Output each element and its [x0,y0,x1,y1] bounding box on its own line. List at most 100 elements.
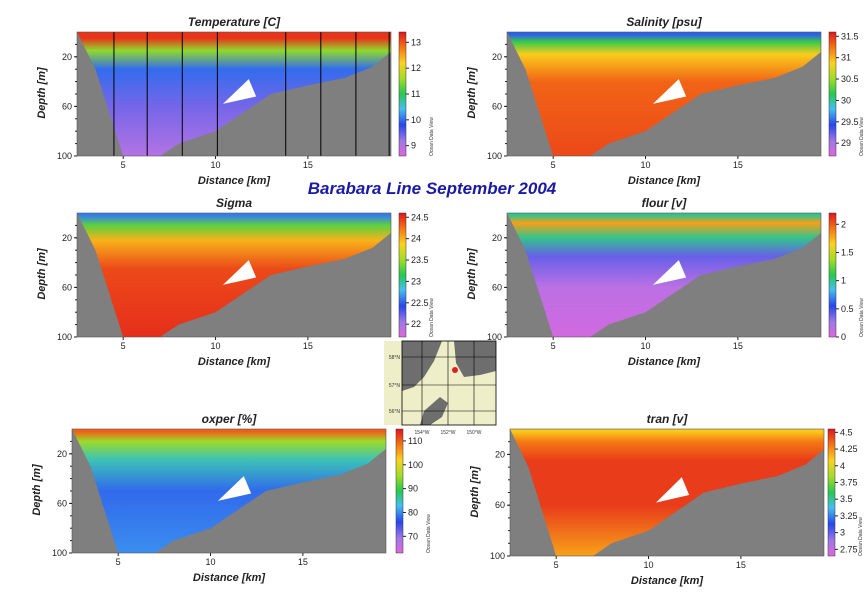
colorbar-tick-label: 90 [408,484,418,494]
colorbar-tick-label: 31 [841,53,851,63]
terrain-shelf-left [72,429,119,553]
y-axis-label: Depth [m] [466,67,478,119]
terrain-shelf-right [590,232,821,337]
terrain-shelf-right [593,449,824,556]
colorbar-ramp [398,212,407,338]
x-tick-label: 10 [211,160,221,170]
colorbar-tick-label: 100 [408,460,423,470]
y-tick-label: 100 [487,332,502,342]
colorbar-tick-label: 22.5 [411,298,429,308]
y-tick-label: 20 [495,449,505,459]
x-tick-label: 10 [644,560,654,570]
data-gap [222,79,257,104]
x-axis-label: Distance [km] [197,356,271,368]
y-tick-label: 100 [52,548,67,558]
colorbar-tick-label: 11 [411,89,420,99]
colorbar-tick-label: 29.5 [841,117,859,127]
colorbar-tick-label: 3.25 [840,511,858,521]
colorbar-tick-label: 80 [408,507,418,517]
terrain-shelf-right [590,51,821,157]
colorbar-tick-label: 29 [841,138,851,148]
y-tick-label: 20 [492,52,502,62]
colorbar-tick-label: 31.5 [841,31,859,41]
colorbar: 4.5 4.25 4 3.75 3.5 3.25 3 2.75 Ocean Data View [827,427,864,557]
x-axis-label: Distance [km] [197,175,271,187]
map-land-east [454,341,496,377]
y-tick-label: 20 [62,52,72,62]
colorbar-tick-label: 0 [841,332,846,342]
terrain-shelf-left [510,429,557,556]
colorbar: 13 12 11 10 9 Ocean Data View [398,31,435,157]
map-frame [401,340,497,426]
x-tick-label: 10 [641,160,651,170]
terrain-shelf-left [77,32,124,156]
colorbar-ramp [395,428,404,554]
chart-title: Temperature [C] [187,15,281,29]
main-title: Barabara Line September 2004 [307,179,557,198]
x-tick-label: 15 [736,560,746,570]
watermark: Ocean Data View [859,117,864,156]
chart-title: oxper [%] [201,412,257,426]
x-axis-label: Distance [km] [627,356,701,368]
map-lon-label: 154°W [414,430,429,436]
x-tick-label: 10 [641,341,651,351]
y-tick-label: 60 [492,101,502,111]
x-tick-label: 10 [206,557,216,567]
y-axis-label: Depth [m] [36,248,48,300]
section-plot: 20 60 100 5 10 15 31.5 31 30.5 30 29.5 29 Ocean Data… [487,31,864,170]
colorbar-tick-label: 0.5 [841,304,854,314]
section-plot: 20 60 100 5 10 15 24.5 24 23.5 23 22.5 22 Ocean Data… [57,212,435,351]
x-tick-label: 15 [298,557,308,567]
inset-map: 58°N 57°N 56°N 154°W 152°W 150°W [384,340,497,436]
x-tick-label: 15 [733,160,743,170]
colorbar-tick-label: 2 [841,219,846,229]
x-tick-label: 5 [551,160,556,170]
chart-title: Sigma [215,196,252,210]
section-plot: 20 60 100 5 10 15 110 100 90 80 70 Ocean Data View [52,428,432,567]
y-tick-label: 100 [487,151,502,161]
x-tick-label: 5 [121,160,126,170]
colorbar-tick-label: 23.5 [411,255,429,265]
y-tick-label: 60 [62,101,72,111]
terrain-shelf-right [155,448,386,553]
colorbar-tick-label: 1.5 [841,247,854,257]
colorbar-tick-label: 23 [411,276,421,286]
terrain-shelf-left [77,213,124,337]
y-tick-label: 20 [62,233,72,243]
chart-title: flour [v] [641,196,687,210]
terrain-shelf-left [507,32,554,156]
x-tick-label: 15 [303,341,313,351]
terrain-shelf-left [507,213,554,337]
chart-title: Salinity [psu] [626,15,702,29]
colorbar-tick-label: 1 [841,276,846,286]
colorbar-tick-label: 12 [411,63,421,73]
colorbar-ramp [828,31,837,157]
map-lon-label: 150°W [466,430,481,436]
colorbar-tick-label: 110 [408,436,422,446]
colorbar-tick-label: 4.5 [840,427,853,437]
section-plot: 20 60 100 5 10 15 13 12 11 10 9 Ocean Data View [57,31,435,170]
y-axis-label: Depth [m] [469,465,481,518]
watermark: Ocean Data View [429,298,435,337]
y-tick-label: 20 [492,233,502,243]
colorbar-tick-label: 3 [840,528,845,538]
chart-title: tran [v] [646,412,688,426]
colorbar-tick-label: 30 [841,95,851,105]
watermark: Ocean Data View [859,298,864,337]
y-axis-label: Depth [m] [31,464,43,516]
x-axis-label: Distance [km] [192,572,266,584]
y-axis-label: Depth [m] [466,248,478,300]
y-axis-label: Depth [m] [36,67,48,119]
watermark: Ocean Data View [858,517,864,556]
y-tick-label: 60 [492,282,502,292]
station-marker [452,367,458,373]
y-tick-label: 60 [62,282,72,292]
data-gap [222,260,257,285]
map-lat-label: 58°N [389,355,401,361]
colorbar-tick-label: 2.75 [840,544,858,554]
colorbar-tick-label: 9 [411,141,416,151]
map-lat-label: 57°N [389,383,401,389]
data-gap [652,260,687,285]
y-tick-label: 100 [57,332,72,342]
colorbar-tick-label: 13 [411,37,421,47]
